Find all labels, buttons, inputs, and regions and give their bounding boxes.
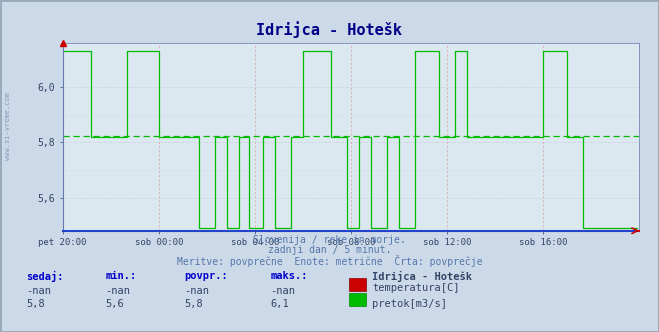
Text: min.:: min.: [105, 271, 136, 281]
Text: www.si-vreme.com: www.si-vreme.com [5, 92, 11, 160]
Text: -nan: -nan [26, 286, 51, 295]
Text: -nan: -nan [105, 286, 130, 295]
Text: sedaj:: sedaj: [26, 271, 64, 282]
Text: povpr.:: povpr.: [185, 271, 228, 281]
Text: maks.:: maks.: [270, 271, 308, 281]
Text: zadnji dan / 5 minut.: zadnji dan / 5 minut. [268, 245, 391, 255]
Text: 5,8: 5,8 [26, 299, 45, 309]
Text: Slovenija / reke in morje.: Slovenija / reke in morje. [253, 235, 406, 245]
Text: -nan: -nan [185, 286, 210, 295]
Text: 5,6: 5,6 [105, 299, 124, 309]
Text: Idrijca - Hotešk: Idrijca - Hotešk [256, 22, 403, 39]
Text: -nan: -nan [270, 286, 295, 295]
Text: 5,8: 5,8 [185, 299, 203, 309]
Text: pretok[m3/s]: pretok[m3/s] [372, 299, 447, 309]
Text: Meritve: povprečne  Enote: metrične  Črta: povprečje: Meritve: povprečne Enote: metrične Črta:… [177, 255, 482, 267]
Text: Idrijca - Hotešk: Idrijca - Hotešk [372, 271, 473, 282]
Text: 6,1: 6,1 [270, 299, 289, 309]
Text: temperatura[C]: temperatura[C] [372, 283, 460, 293]
